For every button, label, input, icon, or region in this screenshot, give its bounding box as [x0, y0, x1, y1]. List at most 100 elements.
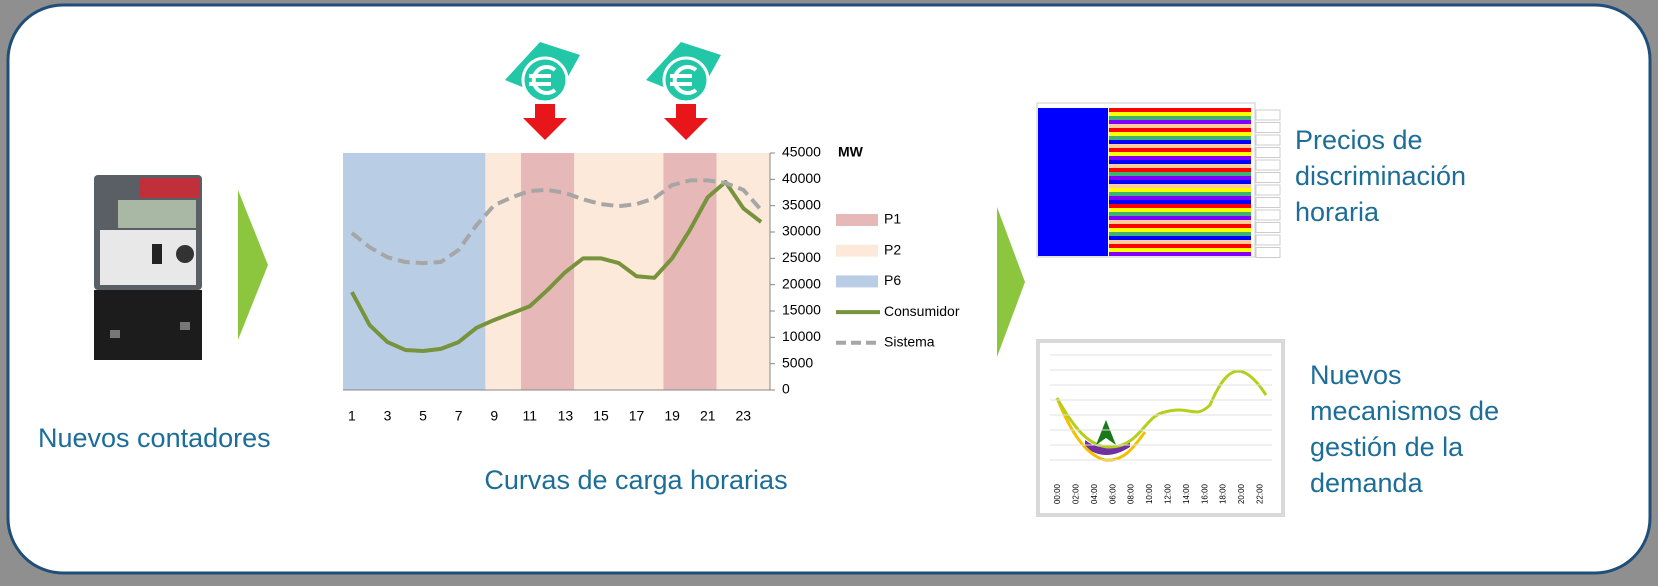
thumb-x-label: 12:00 — [1164, 483, 1173, 504]
y-tick-label: 15000 — [782, 302, 821, 318]
y-tick-label: 5000 — [782, 354, 813, 370]
y-tick-label: 25000 — [782, 249, 821, 265]
y-tick-label: 30000 — [782, 223, 821, 239]
period-band — [663, 153, 716, 390]
x-tick-label: 3 — [384, 408, 392, 424]
table-row — [1109, 236, 1251, 240]
table-cell — [1256, 210, 1280, 220]
demand-thumbnail: 00:00 02:00 04:00 06:00 08:00 10:00 12:00 14:00… — [1038, 341, 1283, 515]
period-band — [343, 153, 485, 390]
table-row — [1109, 204, 1251, 208]
table-row — [1109, 120, 1251, 124]
y-tick-label: 0 — [782, 381, 790, 397]
table-cell — [1256, 185, 1280, 195]
x-tick-label: 13 — [558, 408, 574, 424]
table-cell — [1256, 110, 1280, 120]
table-row — [1109, 248, 1251, 252]
thumb-x-label: 18:00 — [1219, 483, 1228, 504]
table-cell — [1256, 248, 1280, 258]
legend-swatch — [836, 214, 878, 226]
table-row — [1109, 176, 1251, 180]
thumb-x-label: 14:00 — [1182, 483, 1191, 504]
thumb-x-label: 02:00 — [1072, 483, 1081, 504]
y-tick-label: 10000 — [782, 328, 821, 344]
y-tick-label: 20000 — [782, 275, 821, 291]
table-cell — [1256, 123, 1280, 133]
thumb-x-label: 06:00 — [1108, 483, 1117, 504]
x-tick-label: 1 — [348, 408, 356, 424]
caption: gestión de la — [1310, 432, 1464, 462]
x-tick-label: 21 — [700, 408, 716, 424]
table-row — [1109, 208, 1251, 212]
legend-label: P2 — [884, 241, 901, 257]
caption: discriminación — [1295, 161, 1466, 191]
table-row — [1109, 180, 1251, 184]
caption: demanda — [1310, 468, 1424, 498]
table-row — [1109, 168, 1251, 172]
legend-swatch — [836, 275, 878, 287]
table-cell — [1256, 173, 1280, 183]
table-row — [1109, 172, 1251, 176]
meter-icon — [94, 175, 202, 360]
x-tick-label: 5 — [419, 408, 427, 424]
table-row — [1109, 232, 1251, 236]
table-row — [1109, 116, 1251, 120]
legend-swatch — [836, 245, 878, 257]
thumb-x-label: 04:00 — [1090, 483, 1099, 504]
table-row — [1109, 124, 1251, 128]
x-tick-label: 11 — [523, 408, 538, 424]
table-row — [1109, 156, 1251, 160]
table-cell — [1256, 135, 1280, 145]
table-cell — [1256, 160, 1280, 170]
legend-label: Sistema — [884, 334, 935, 350]
table-row — [1109, 108, 1251, 112]
table-row — [1109, 112, 1251, 116]
period-band — [574, 153, 663, 390]
table-row — [1109, 192, 1251, 196]
table-cell — [1256, 223, 1280, 233]
table-row — [1109, 224, 1251, 228]
thumb-x-label: 10:00 — [1145, 483, 1154, 504]
table-row — [1109, 152, 1251, 156]
legend-label: Consumidor — [884, 303, 960, 319]
table-row — [1109, 164, 1251, 168]
caption: horaria — [1295, 197, 1380, 227]
table-row — [1109, 188, 1251, 192]
x-tick-label: 9 — [490, 408, 498, 424]
caption: Nuevos — [1310, 360, 1402, 390]
table-row — [1109, 228, 1251, 232]
thumb-x-label: 08:00 — [1127, 483, 1136, 504]
thumb-x-label: 16:00 — [1200, 483, 1209, 504]
table-row — [1109, 252, 1251, 256]
table-row — [1109, 184, 1251, 188]
table-cell — [1256, 235, 1280, 245]
caption: Curvas de carga horarias — [484, 465, 787, 495]
x-tick-label: 7 — [455, 408, 463, 424]
table-row — [1109, 200, 1251, 204]
thumb-x-label: 20:00 — [1237, 483, 1246, 504]
table-row — [1109, 212, 1251, 216]
table-cell — [1256, 148, 1280, 158]
table-row — [1109, 132, 1251, 136]
table-row — [1109, 160, 1251, 164]
y-tick-label: 40000 — [782, 170, 821, 186]
table-row — [1109, 140, 1251, 144]
table-row — [1109, 220, 1251, 224]
table-row — [1109, 128, 1251, 132]
x-tick-label: 19 — [664, 408, 680, 424]
x-tick-label: 15 — [593, 408, 609, 424]
table-row — [1109, 136, 1251, 140]
legend-label: P6 — [884, 272, 901, 288]
slide: 00:00 02:00 04:00 06:00 08:00 10:00 12:00 14:00… — [0, 0, 1658, 581]
price-table-thumbnail — [1037, 103, 1280, 258]
table-row — [1109, 240, 1251, 244]
y-tick-label: 45000 — [782, 144, 821, 160]
thumb-x-label: 00:00 — [1053, 483, 1062, 504]
x-tick-label: 23 — [736, 408, 752, 424]
x-tick-label: 17 — [629, 408, 645, 424]
caption: Nuevos contadores — [38, 423, 271, 453]
period-band — [485, 153, 521, 390]
y-axis-label: MW — [838, 144, 864, 160]
table-row — [1109, 148, 1251, 152]
legend-label: P1 — [884, 211, 901, 227]
